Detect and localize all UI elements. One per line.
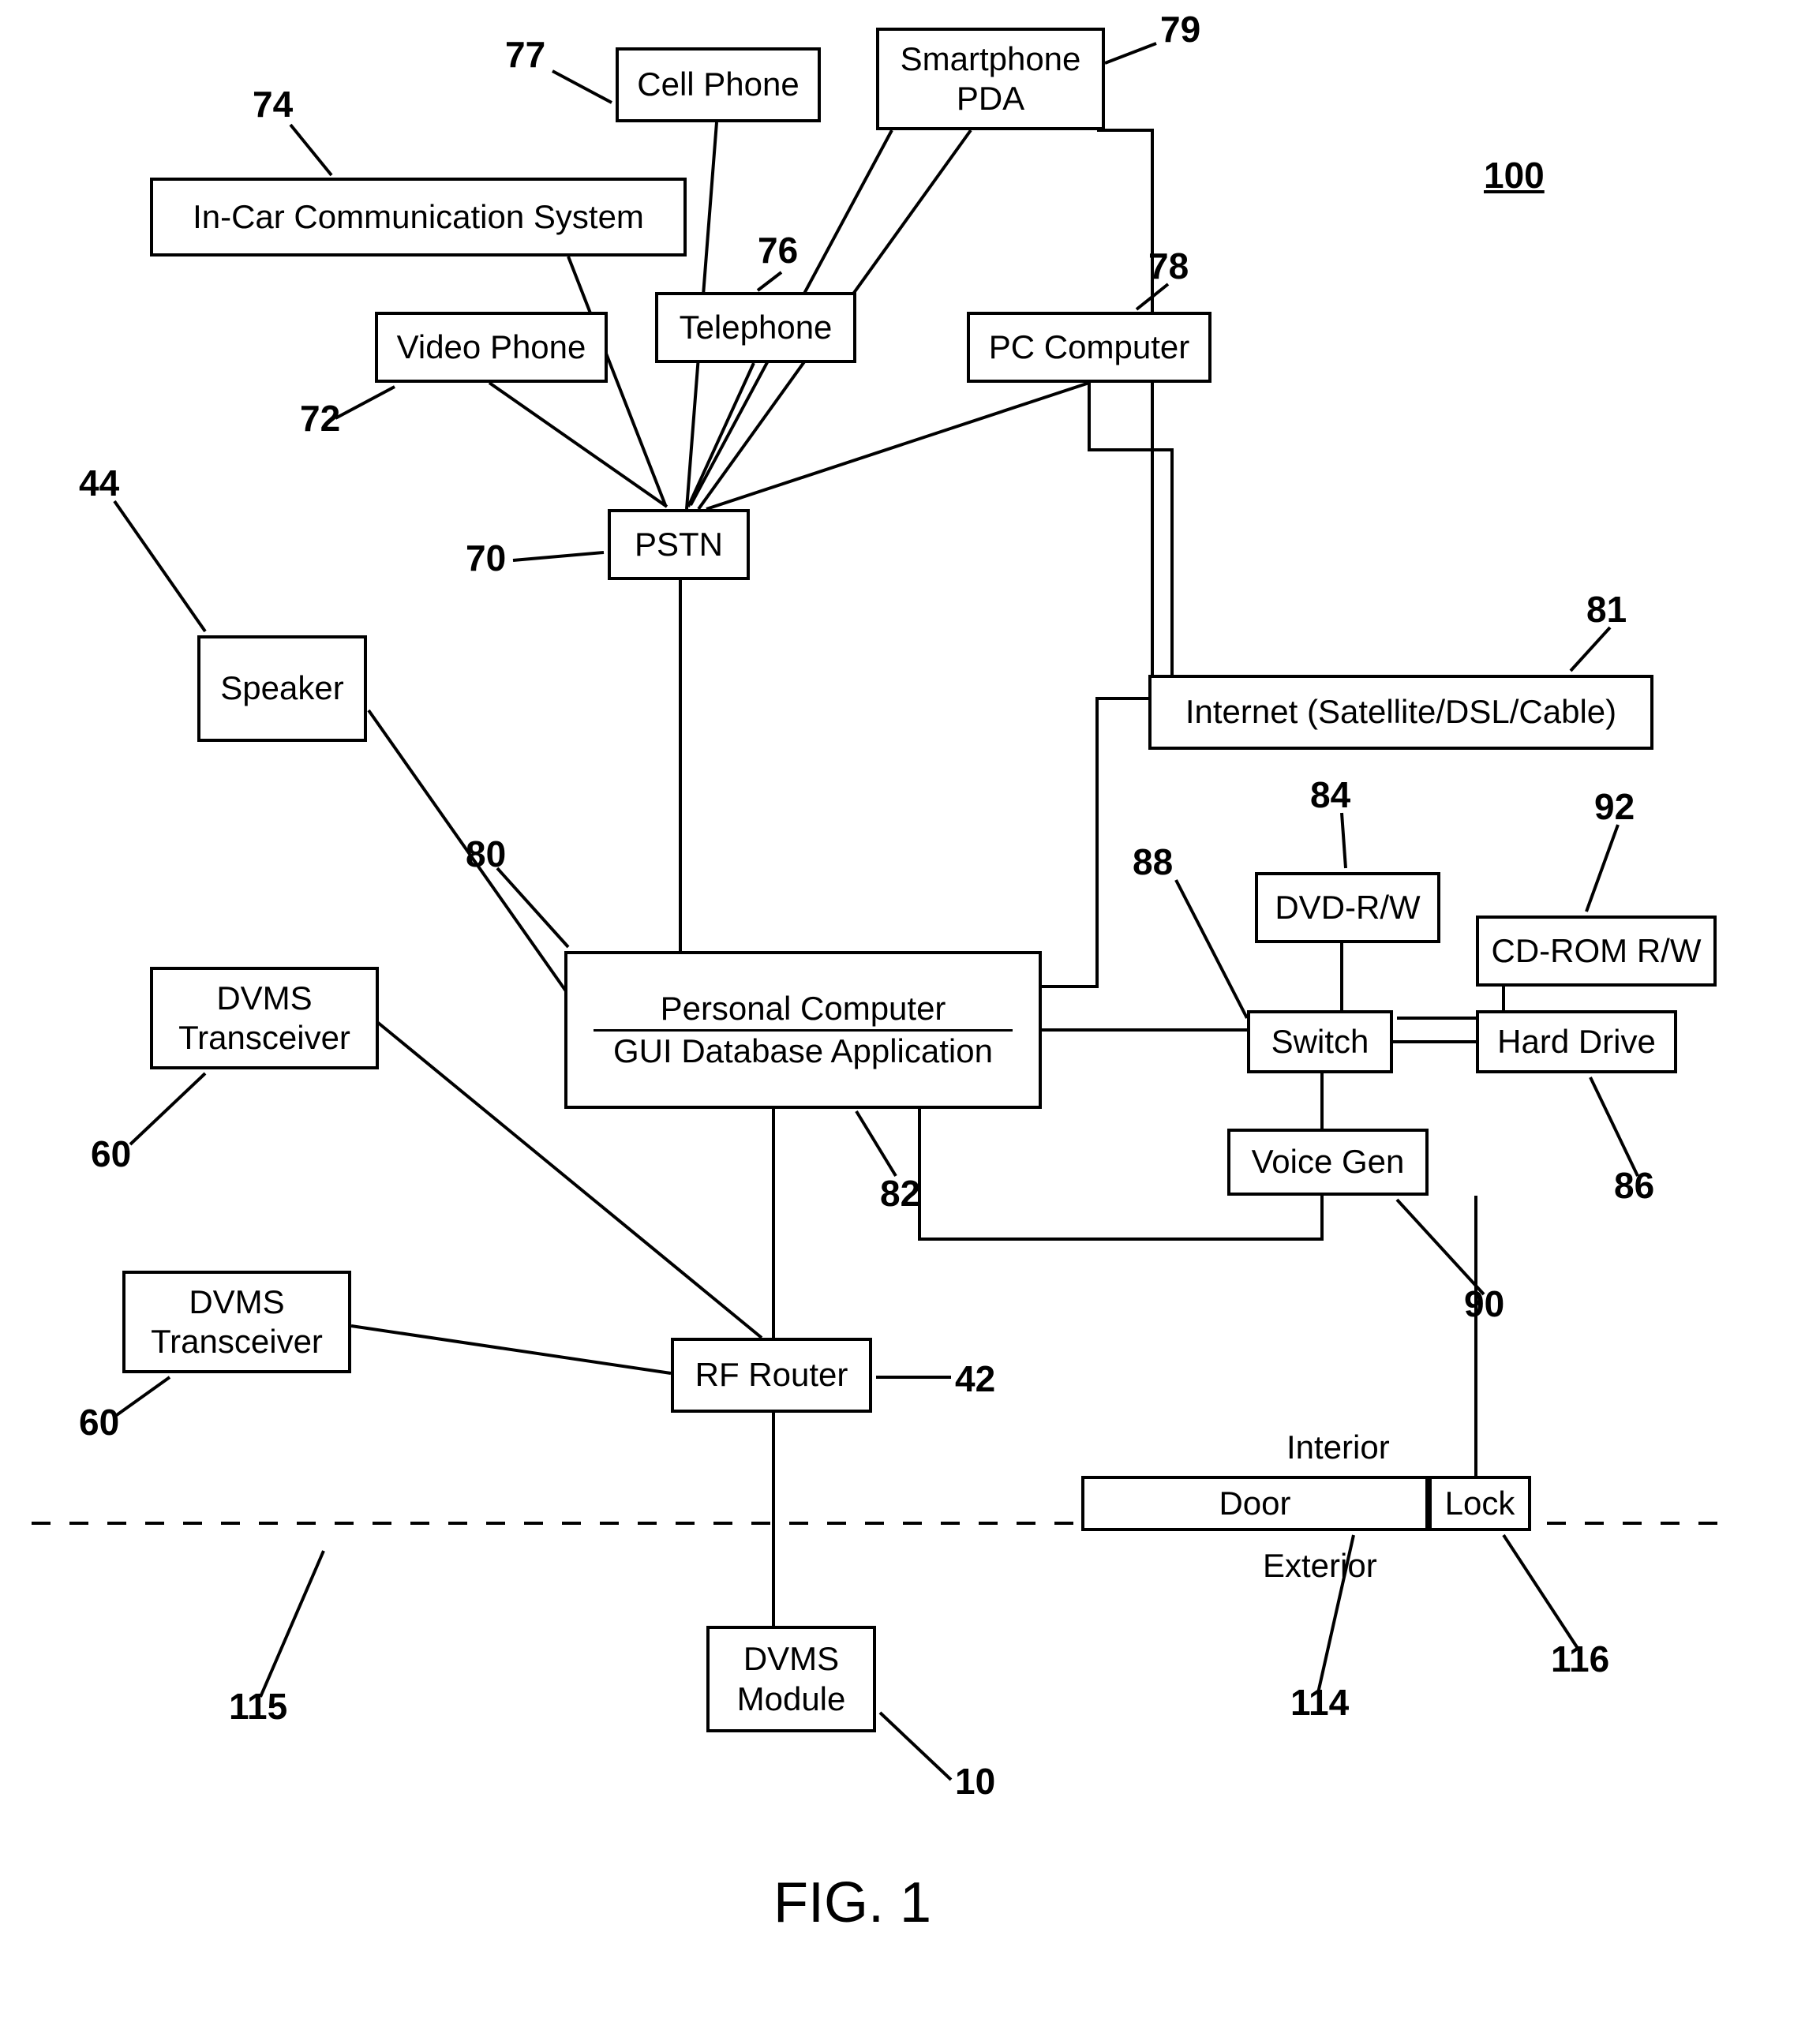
node-text: DVMSTransceiver bbox=[178, 979, 350, 1058]
ref-number-88: 88 bbox=[1133, 841, 1173, 883]
node-text: Speaker bbox=[220, 668, 343, 708]
node-dvms-module: DVMSModule bbox=[706, 1626, 876, 1732]
text-exterior: Exterior bbox=[1263, 1547, 1377, 1585]
node-smartphone-pda: SmartphonePDA bbox=[876, 28, 1105, 130]
node-pstn: PSTN bbox=[608, 509, 750, 580]
node-incar: In-Car Communication System bbox=[150, 178, 687, 256]
node-text: In-Car Communication System bbox=[193, 197, 644, 237]
node-voice-gen: Voice Gen bbox=[1227, 1129, 1429, 1196]
ref-number-92: 92 bbox=[1594, 785, 1635, 828]
node-pc-computer: PC Computer bbox=[967, 312, 1211, 383]
node-text: Voice Gen bbox=[1252, 1142, 1405, 1181]
node-text: Door bbox=[1219, 1484, 1290, 1523]
node-text: Internet (Satellite/DSL/Cable) bbox=[1185, 692, 1616, 732]
node-text: Hard Drive bbox=[1497, 1022, 1656, 1062]
ref-number-74: 74 bbox=[253, 83, 293, 125]
ref-number-116: 116 bbox=[1551, 1638, 1609, 1680]
ref-number-76: 76 bbox=[758, 229, 798, 271]
diagram-root: Cell Phone SmartphonePDA In-Car Communic… bbox=[0, 0, 1820, 2037]
ref-number-80: 80 bbox=[466, 833, 506, 875]
text-interior: Interior bbox=[1286, 1429, 1390, 1466]
node-dvms-transceiver-1: DVMSTransceiver bbox=[150, 967, 379, 1069]
ref-number-10: 10 bbox=[955, 1760, 995, 1803]
ref-number-78: 78 bbox=[1148, 245, 1189, 287]
node-video-phone: Video Phone bbox=[375, 312, 608, 383]
ref-number-77: 77 bbox=[505, 33, 545, 76]
node-personal-computer-gui: Personal Computer GUI Database Applicati… bbox=[564, 951, 1042, 1109]
node-speaker: Speaker bbox=[197, 635, 367, 742]
ref-number-82: 82 bbox=[880, 1172, 920, 1215]
ref-number-115: 115 bbox=[229, 1685, 287, 1728]
node-internet: Internet (Satellite/DSL/Cable) bbox=[1148, 675, 1653, 750]
ref-number-44: 44 bbox=[79, 462, 119, 504]
node-text: Switch bbox=[1271, 1022, 1369, 1062]
node-text: PC Computer bbox=[989, 328, 1189, 367]
node-text: Lock bbox=[1445, 1484, 1515, 1523]
node-hard-drive: Hard Drive bbox=[1476, 1010, 1677, 1073]
ref-number-86: 86 bbox=[1614, 1164, 1654, 1207]
node-text: Video Phone bbox=[397, 328, 586, 367]
node-text: CD-ROM R/W bbox=[1492, 931, 1702, 971]
node-text: DVMSTransceiver bbox=[151, 1282, 323, 1362]
node-cell-phone: Cell Phone bbox=[616, 47, 821, 122]
ref-number-114: 114 bbox=[1290, 1681, 1349, 1724]
node-telephone: Telephone bbox=[655, 292, 856, 363]
node-dvms-transceiver-2: DVMSTransceiver bbox=[122, 1271, 351, 1373]
pc-gui-line2: GUI Database Application bbox=[613, 1032, 993, 1071]
node-dvd-rw: DVD-R/W bbox=[1255, 872, 1440, 943]
node-text: Telephone bbox=[680, 308, 833, 347]
node-switch: Switch bbox=[1247, 1010, 1393, 1073]
node-door: Door bbox=[1081, 1476, 1429, 1531]
ref-number-60: 60 bbox=[79, 1401, 119, 1443]
ref-number-60: 60 bbox=[91, 1133, 131, 1175]
node-text: SmartphonePDA bbox=[901, 39, 1081, 119]
ref-number-70: 70 bbox=[466, 537, 506, 579]
node-rf-router: RF Router bbox=[671, 1338, 872, 1413]
node-lock: Lock bbox=[1429, 1476, 1531, 1531]
ref-number-79: 79 bbox=[1160, 8, 1200, 51]
ref-number-42: 42 bbox=[955, 1357, 995, 1400]
ref-number-90: 90 bbox=[1464, 1282, 1504, 1325]
node-text: RF Router bbox=[695, 1355, 848, 1395]
node-text: Cell Phone bbox=[637, 65, 799, 104]
ref-number-81: 81 bbox=[1586, 588, 1627, 631]
ref-number-72: 72 bbox=[300, 397, 340, 440]
figure-label: FIG. 1 bbox=[773, 1870, 931, 1935]
node-text: DVD-R/W bbox=[1275, 888, 1420, 927]
ref-number-84: 84 bbox=[1310, 773, 1350, 816]
node-text: PSTN bbox=[635, 525, 723, 564]
pc-gui-line1: Personal Computer bbox=[661, 989, 946, 1028]
node-text: DVMSModule bbox=[737, 1639, 846, 1719]
ref-number-100: 100 bbox=[1484, 154, 1545, 197]
node-cdrom-rw: CD-ROM R/W bbox=[1476, 916, 1717, 987]
